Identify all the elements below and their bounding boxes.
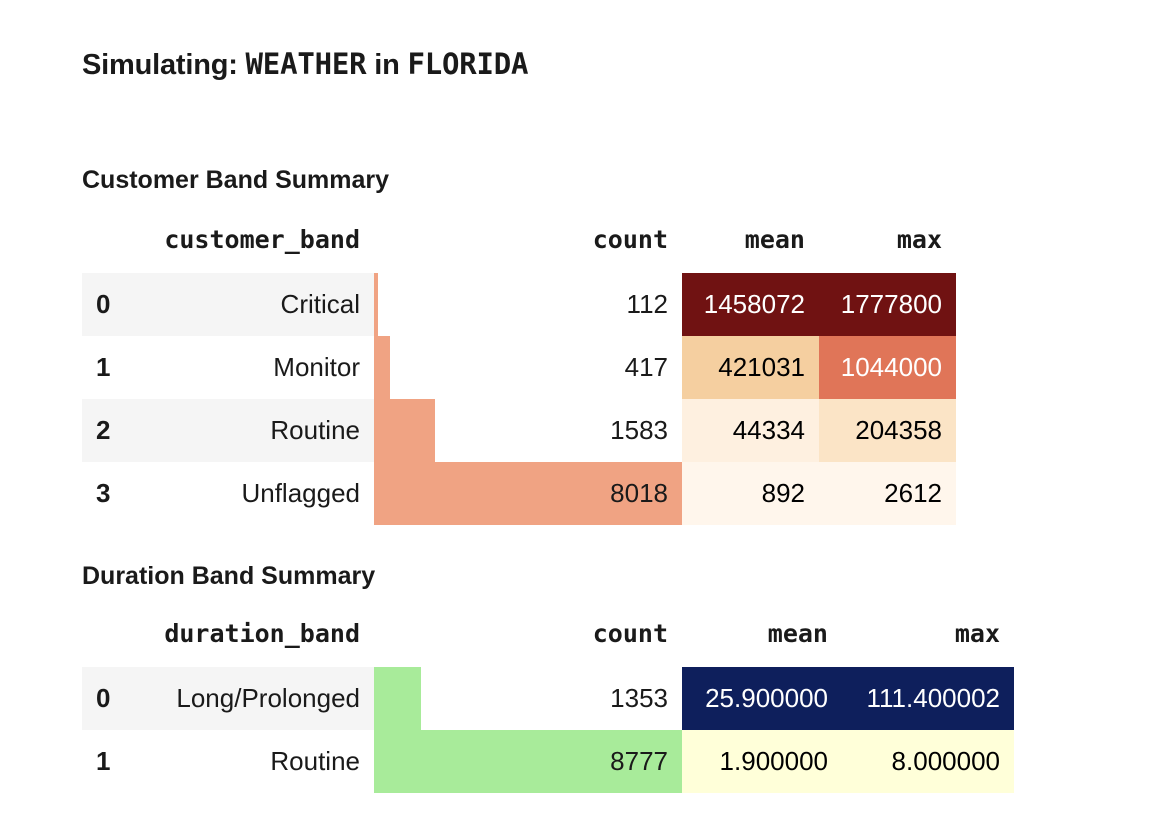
row-index: 2 [82,399,132,462]
duration-summary-title: Duration Band Summary [82,562,376,590]
count-bar [374,730,682,793]
table-row: 1 Routine 8777 1.900000 8.000000 [82,730,1014,793]
count-cell: 8018 [374,462,682,525]
count-value: 1583 [610,415,668,445]
column-header-max: max [896,225,942,254]
column-header-count: count [592,225,668,254]
max-cell: 8.000000 [842,730,1014,793]
mean-cell: 892 [682,462,819,525]
table-header-row: duration_band count mean max [82,600,1014,667]
count-bar [374,399,435,462]
count-cell: 417 [374,336,682,399]
heading-connector: in [366,49,408,81]
mean-cell: 25.900000 [682,667,842,730]
mean-cell: 44334 [682,399,819,462]
mean-cell: 1458072 [682,273,819,336]
count-cell: 112 [374,273,682,336]
column-header-mean: mean [744,225,805,254]
count-value: 112 [626,289,668,319]
max-cell: 2612 [819,462,956,525]
count-bar [374,667,422,730]
column-header-max: max [954,619,1000,648]
row-index: 0 [82,273,132,336]
heading-prefix: Simulating: [82,49,246,81]
page-heading: Simulating: WEATHER in FLORIDA [82,44,528,85]
count-cell: 8777 [374,730,682,793]
row-index: 1 [96,352,111,382]
index-header [82,600,132,667]
column-header-mean: mean [767,619,828,648]
column-header-duration-band: duration_band [164,619,360,648]
band-label: Unflagged [241,478,360,508]
band-label: Routine [132,399,374,462]
band-label: Routine [270,746,360,776]
heading-state: FLORIDA [407,47,529,81]
table-row: 3 Unflagged 8018 892 2612 [82,462,956,525]
max-cell: 111.400002 [842,667,1014,730]
band-label: Critical [132,273,374,336]
mean-cell: 421031 [682,336,819,399]
table-row: 1 Monitor 417 421031 1044000 [82,336,956,399]
table-header-row: customer_band count mean max [82,206,956,273]
row-index: 0 [82,667,132,730]
count-bar [374,273,379,336]
max-cell: 1777800 [819,273,956,336]
count-cell: 1353 [374,667,682,730]
column-header-count: count [592,619,668,648]
count-bar [374,336,391,399]
customer-band-table: customer_band count mean max 0 Critical 11… [82,206,956,525]
table-row: 0 Long/Prolonged 1353 25.900000 111.400002 [82,667,1014,730]
count-cell: 1583 [374,399,682,462]
row-index: 3 [96,478,111,508]
customer-summary-title: Customer Band Summary [82,166,390,194]
table-row: 2 Routine 1583 44334 204358 [82,399,956,462]
count-bar [374,462,682,525]
band-label: Monitor [273,352,360,382]
count-value: 8777 [610,746,668,776]
max-cell: 204358 [819,399,956,462]
table-row: 0 Critical 112 1458072 1777800 [82,273,956,336]
band-label: Long/Prolonged [132,667,374,730]
max-cell: 1044000 [819,336,956,399]
mean-cell: 1.900000 [682,730,842,793]
count-value: 8018 [610,478,668,508]
count-value: 417 [624,352,668,382]
index-header [82,206,132,273]
column-header-customer-band: customer_band [164,225,360,254]
heading-event: WEATHER [245,47,367,81]
duration-band-table: duration_band count mean max 0 Long/Prolo… [82,600,1014,793]
row-index: 1 [96,746,111,776]
count-value: 1353 [610,683,668,713]
